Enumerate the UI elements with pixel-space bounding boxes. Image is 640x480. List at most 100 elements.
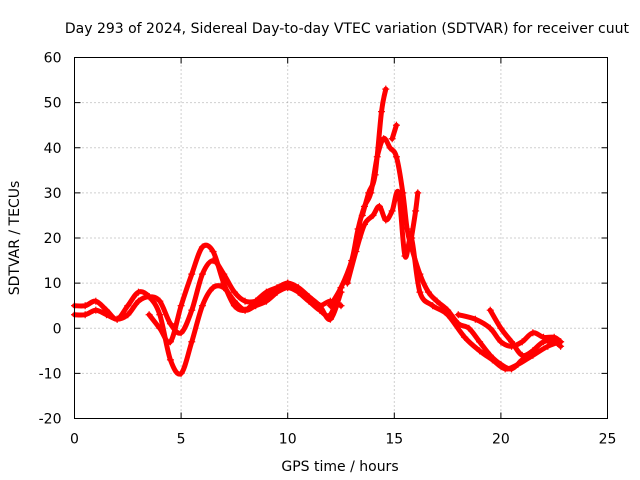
data-point (305, 293, 313, 301)
data-point (401, 252, 409, 260)
data-point (358, 211, 366, 219)
series-line (408, 190, 421, 241)
data-point (188, 270, 196, 278)
data-point (343, 279, 351, 287)
data-point (501, 365, 509, 373)
y-tick-label: 0 (53, 321, 62, 337)
data-point (424, 288, 432, 296)
x-axis-label: GPS time / hours (281, 459, 398, 475)
data-point (540, 333, 548, 341)
series-track-3 (145, 242, 345, 346)
data-point (403, 225, 411, 233)
data-point (412, 207, 420, 215)
data-point (252, 297, 260, 305)
series-line (389, 122, 399, 142)
data-point (230, 302, 238, 310)
series-line (455, 312, 564, 349)
data-point (294, 284, 302, 292)
data-point (529, 329, 537, 337)
data-point (209, 284, 217, 292)
data-point (544, 342, 552, 350)
data-point (550, 333, 558, 341)
series-track-5 (343, 188, 565, 373)
data-point (392, 153, 400, 161)
data-point (188, 306, 196, 314)
data-point (444, 311, 452, 319)
data-point (166, 320, 174, 328)
data-point (508, 338, 516, 346)
plot-frame (74, 57, 608, 419)
data-point (488, 356, 496, 364)
data-point (241, 297, 249, 305)
data-point (81, 311, 89, 319)
data-point (395, 189, 403, 197)
data-point (433, 297, 441, 305)
data-point (209, 248, 217, 256)
data-point (365, 189, 373, 197)
data-point (134, 288, 142, 296)
data-point (198, 302, 206, 310)
data-point (382, 85, 390, 93)
chart-title: Day 293 of 2024, Sidereal Day-to-day VTE… (65, 21, 630, 37)
data-point (262, 297, 270, 305)
data-point (177, 302, 185, 310)
data-point (177, 329, 185, 337)
data-point (198, 243, 206, 251)
data-point (156, 311, 164, 319)
series-layer (71, 85, 565, 377)
data-point (371, 171, 379, 179)
data-point (476, 338, 484, 346)
data-point (92, 297, 100, 305)
x-tick-label: 0 (70, 432, 79, 448)
data-point (416, 288, 424, 296)
x-tick-label: 5 (177, 432, 186, 448)
y-tick-label: 20 (44, 231, 62, 247)
y-tick-label: -10 (39, 366, 62, 382)
y-tick-label: -20 (39, 412, 62, 428)
x-tick-label: 15 (385, 432, 403, 448)
data-point (429, 302, 437, 310)
y-tick-label: 50 (44, 96, 62, 112)
data-point (230, 288, 238, 296)
data-point (113, 315, 121, 323)
data-point (81, 302, 89, 310)
y-tick-label: 60 (44, 51, 62, 67)
axis-ticks: 0 5 10 15 20 25 -20 -10 0 10 20 30 40 50 60 (39, 51, 617, 448)
data-point (369, 211, 377, 219)
data-point (407, 234, 415, 242)
data-point (156, 324, 164, 332)
data-point (382, 216, 390, 224)
data-point (386, 144, 394, 152)
data-point (414, 189, 422, 197)
y-axis-label: SDTVAR / TECUs (7, 181, 23, 296)
data-point (518, 338, 526, 346)
data-point (486, 324, 494, 332)
data-point (241, 306, 249, 314)
data-point (92, 306, 100, 314)
series-line (327, 136, 564, 372)
data-point (514, 360, 522, 368)
data-point (557, 338, 565, 346)
data-point (476, 347, 484, 355)
data-point (388, 207, 396, 215)
x-tick-label: 20 (492, 432, 510, 448)
data-point (471, 315, 479, 323)
data-point (177, 369, 185, 377)
data-point (156, 297, 164, 305)
series-track-7 (388, 121, 400, 143)
grid (74, 57, 608, 419)
data-point (497, 324, 505, 332)
data-point (262, 288, 270, 296)
data-point (352, 248, 360, 256)
x-tick-label: 10 (279, 432, 297, 448)
series-track-9 (454, 311, 565, 350)
data-point (497, 338, 505, 346)
series-track-8 (407, 189, 422, 242)
y-tick-label: 40 (44, 141, 62, 157)
data-point (102, 306, 110, 314)
data-point (454, 311, 462, 319)
data-point (166, 356, 174, 364)
data-point (316, 302, 324, 310)
series-track-6 (358, 85, 390, 219)
